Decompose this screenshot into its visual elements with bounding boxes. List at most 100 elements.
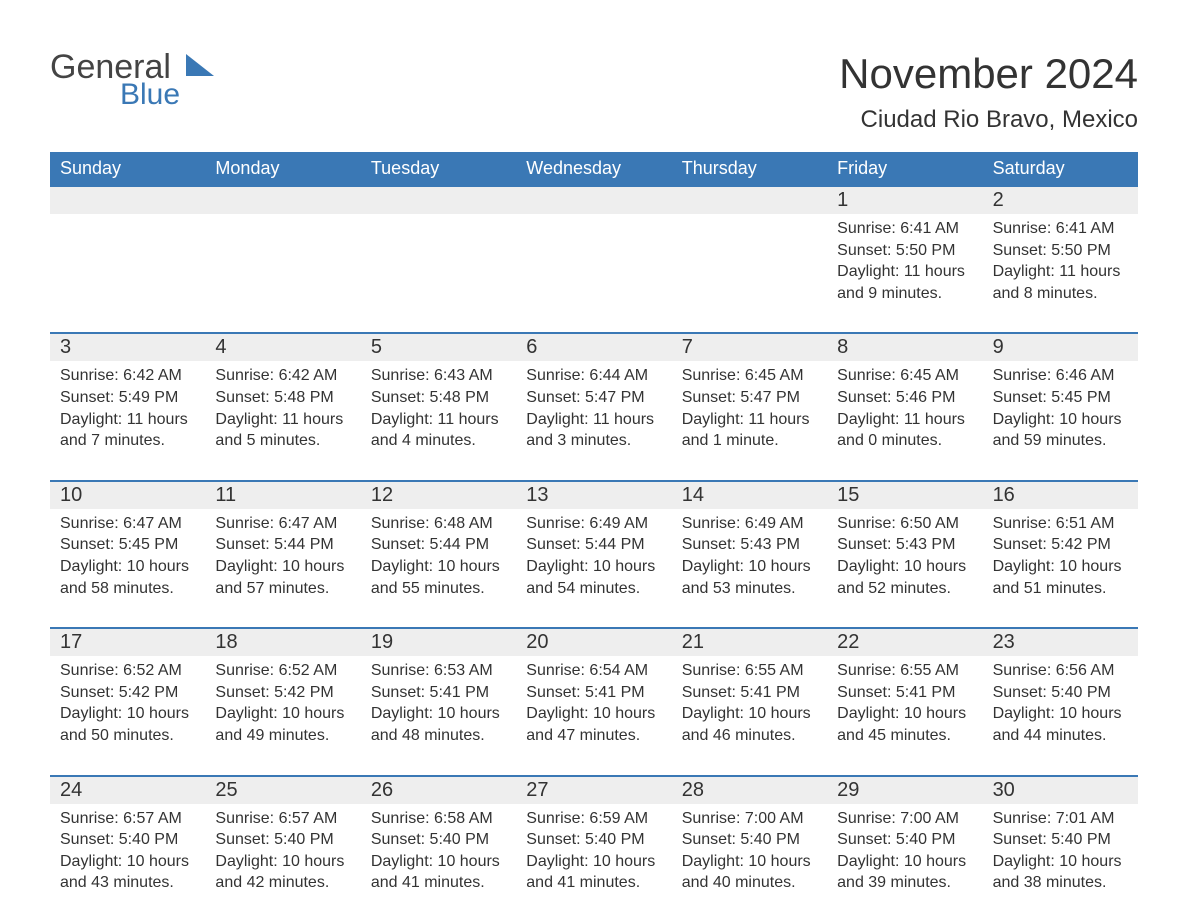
day-number: 8	[827, 334, 982, 361]
day-details: Sunrise: 6:42 AMSunset: 5:48 PMDaylight:…	[205, 361, 360, 451]
dow-saturday: Saturday	[983, 152, 1138, 185]
weeks-container: 12Sunrise: 6:41 AMSunset: 5:50 PMDayligh…	[50, 185, 1138, 902]
day-number: 19	[361, 629, 516, 656]
day-details: Sunrise: 6:41 AMSunset: 5:50 PMDaylight:…	[983, 214, 1138, 304]
day-details	[205, 214, 360, 304]
day-details: Sunrise: 6:53 AMSunset: 5:41 PMDaylight:…	[361, 656, 516, 746]
day-number: 17	[50, 629, 205, 656]
day-details	[672, 214, 827, 304]
day-details	[516, 214, 671, 304]
day-details: Sunrise: 6:47 AMSunset: 5:45 PMDaylight:…	[50, 509, 205, 599]
day-number: 15	[827, 482, 982, 509]
day-details: Sunrise: 6:41 AMSunset: 5:50 PMDaylight:…	[827, 214, 982, 304]
day-number	[50, 187, 205, 214]
day-number	[516, 187, 671, 214]
day-details: Sunrise: 6:51 AMSunset: 5:42 PMDaylight:…	[983, 509, 1138, 599]
details-row: Sunrise: 6:42 AMSunset: 5:49 PMDaylight:…	[50, 361, 1138, 479]
day-number: 11	[205, 482, 360, 509]
day-details: Sunrise: 7:00 AMSunset: 5:40 PMDaylight:…	[827, 804, 982, 894]
day-number: 7	[672, 334, 827, 361]
day-number: 10	[50, 482, 205, 509]
day-number	[205, 187, 360, 214]
day-number: 4	[205, 334, 360, 361]
day-details: Sunrise: 6:52 AMSunset: 5:42 PMDaylight:…	[50, 656, 205, 746]
details-row: Sunrise: 6:41 AMSunset: 5:50 PMDaylight:…	[50, 214, 1138, 332]
day-details: Sunrise: 6:43 AMSunset: 5:48 PMDaylight:…	[361, 361, 516, 451]
day-details: Sunrise: 6:55 AMSunset: 5:41 PMDaylight:…	[672, 656, 827, 746]
header: General Blue November 2024 Ciudad Rio Br…	[50, 50, 1138, 134]
day-number: 24	[50, 777, 205, 804]
day-details: Sunrise: 6:44 AMSunset: 5:47 PMDaylight:…	[516, 361, 671, 451]
day-details: Sunrise: 6:42 AMSunset: 5:49 PMDaylight:…	[50, 361, 205, 451]
day-number: 12	[361, 482, 516, 509]
day-details: Sunrise: 6:55 AMSunset: 5:41 PMDaylight:…	[827, 656, 982, 746]
day-number: 22	[827, 629, 982, 656]
dow-thursday: Thursday	[672, 152, 827, 185]
day-number: 16	[983, 482, 1138, 509]
location: Ciudad Rio Bravo, Mexico	[839, 106, 1138, 134]
day-details: Sunrise: 6:50 AMSunset: 5:43 PMDaylight:…	[827, 509, 982, 599]
day-number: 18	[205, 629, 360, 656]
day-of-week-header: Sunday Monday Tuesday Wednesday Thursday…	[50, 152, 1138, 185]
week-row: 24252627282930Sunrise: 6:57 AMSunset: 5:…	[50, 775, 1138, 902]
day-details: Sunrise: 6:49 AMSunset: 5:43 PMDaylight:…	[672, 509, 827, 599]
day-details: Sunrise: 7:01 AMSunset: 5:40 PMDaylight:…	[983, 804, 1138, 894]
day-details: Sunrise: 6:58 AMSunset: 5:40 PMDaylight:…	[361, 804, 516, 894]
dow-wednesday: Wednesday	[516, 152, 671, 185]
dow-monday: Monday	[205, 152, 360, 185]
day-details: Sunrise: 6:48 AMSunset: 5:44 PMDaylight:…	[361, 509, 516, 599]
day-number: 30	[983, 777, 1138, 804]
week-row: 10111213141516Sunrise: 6:47 AMSunset: 5:…	[50, 480, 1138, 627]
title-block: November 2024 Ciudad Rio Bravo, Mexico	[839, 50, 1138, 134]
day-number: 9	[983, 334, 1138, 361]
dow-sunday: Sunday	[50, 152, 205, 185]
details-row: Sunrise: 6:47 AMSunset: 5:45 PMDaylight:…	[50, 509, 1138, 627]
day-details	[50, 214, 205, 304]
day-details	[361, 214, 516, 304]
week-row: 17181920212223Sunrise: 6:52 AMSunset: 5:…	[50, 627, 1138, 774]
day-details: Sunrise: 6:54 AMSunset: 5:41 PMDaylight:…	[516, 656, 671, 746]
day-details: Sunrise: 6:45 AMSunset: 5:47 PMDaylight:…	[672, 361, 827, 451]
day-number: 21	[672, 629, 827, 656]
daynum-strip: 12	[50, 187, 1138, 214]
dow-friday: Friday	[827, 152, 982, 185]
day-details: Sunrise: 6:52 AMSunset: 5:42 PMDaylight:…	[205, 656, 360, 746]
day-number: 25	[205, 777, 360, 804]
day-details: Sunrise: 6:59 AMSunset: 5:40 PMDaylight:…	[516, 804, 671, 894]
daynum-strip: 3456789	[50, 334, 1138, 361]
day-number: 14	[672, 482, 827, 509]
day-number: 3	[50, 334, 205, 361]
day-details: Sunrise: 7:00 AMSunset: 5:40 PMDaylight:…	[672, 804, 827, 894]
logo-text: General Blue	[50, 50, 180, 110]
details-row: Sunrise: 6:57 AMSunset: 5:40 PMDaylight:…	[50, 804, 1138, 902]
day-number: 20	[516, 629, 671, 656]
week-row: 3456789Sunrise: 6:42 AMSunset: 5:49 PMDa…	[50, 332, 1138, 479]
day-details: Sunrise: 6:47 AMSunset: 5:44 PMDaylight:…	[205, 509, 360, 599]
day-number: 27	[516, 777, 671, 804]
dow-tuesday: Tuesday	[361, 152, 516, 185]
month-title: November 2024	[839, 50, 1138, 98]
day-details: Sunrise: 6:57 AMSunset: 5:40 PMDaylight:…	[50, 804, 205, 894]
day-number	[672, 187, 827, 214]
details-row: Sunrise: 6:52 AMSunset: 5:42 PMDaylight:…	[50, 656, 1138, 774]
daynum-strip: 10111213141516	[50, 482, 1138, 509]
day-details: Sunrise: 6:45 AMSunset: 5:46 PMDaylight:…	[827, 361, 982, 451]
day-details: Sunrise: 6:49 AMSunset: 5:44 PMDaylight:…	[516, 509, 671, 599]
logo: General Blue	[50, 50, 214, 110]
day-number: 6	[516, 334, 671, 361]
day-number: 1	[827, 187, 982, 214]
daynum-strip: 17181920212223	[50, 629, 1138, 656]
day-details: Sunrise: 6:46 AMSunset: 5:45 PMDaylight:…	[983, 361, 1138, 451]
daynum-strip: 24252627282930	[50, 777, 1138, 804]
calendar: Sunday Monday Tuesday Wednesday Thursday…	[50, 152, 1138, 902]
day-number: 13	[516, 482, 671, 509]
day-number: 29	[827, 777, 982, 804]
day-number: 26	[361, 777, 516, 804]
logo-word-blue: Blue	[120, 80, 180, 110]
day-number: 23	[983, 629, 1138, 656]
day-number: 28	[672, 777, 827, 804]
day-number: 5	[361, 334, 516, 361]
day-number	[361, 187, 516, 214]
day-details: Sunrise: 6:56 AMSunset: 5:40 PMDaylight:…	[983, 656, 1138, 746]
logo-triangle-icon	[186, 54, 214, 81]
